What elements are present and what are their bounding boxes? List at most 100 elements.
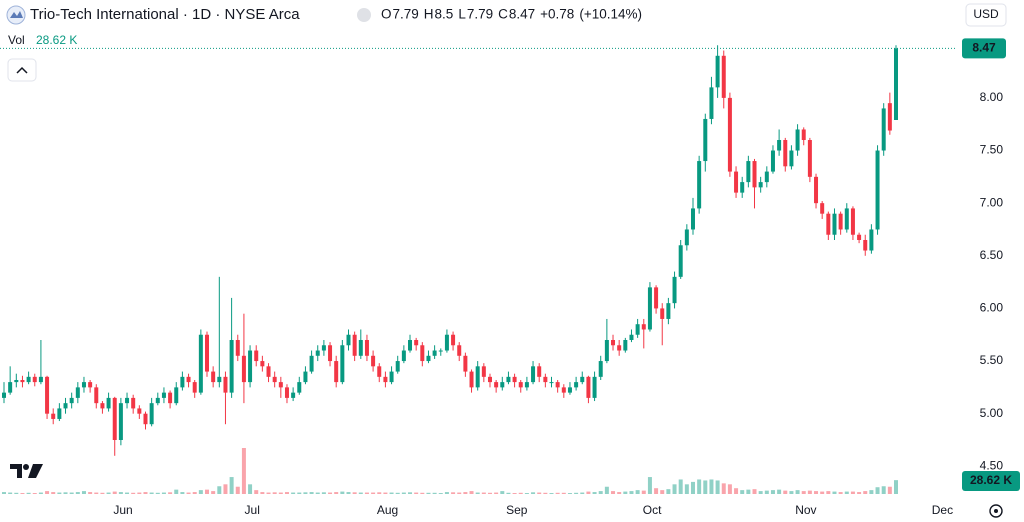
volume-bar <box>291 492 296 494</box>
volume-bar <box>444 492 449 494</box>
volume-bar <box>235 486 240 494</box>
settings-icon[interactable] <box>989 504 1003 518</box>
candle-body <box>512 376 517 383</box>
volume-bar <box>211 491 216 494</box>
volume-bar <box>555 492 560 494</box>
candle-body <box>254 350 259 362</box>
volume-bar <box>777 489 782 494</box>
candle-body <box>672 276 677 304</box>
volume-bar <box>174 489 179 494</box>
volume-bar <box>186 492 191 494</box>
candle-body <box>272 376 277 383</box>
volume-bar <box>340 491 345 494</box>
volume-bar <box>641 490 646 494</box>
candle-body <box>549 382 554 384</box>
volume-bar <box>309 492 314 494</box>
volume-bar <box>57 492 62 494</box>
ohlc-low: 7.79 <box>467 7 493 22</box>
volume-bar <box>512 493 517 494</box>
volume-bar <box>112 491 117 494</box>
volume-bar <box>801 491 806 494</box>
candle-body <box>364 340 369 356</box>
volume-bar <box>764 490 769 494</box>
volume-bar <box>660 490 665 494</box>
volume-bar <box>850 491 855 494</box>
volume-bar <box>789 491 794 494</box>
volume-title: Vol <box>8 33 25 47</box>
candle-body <box>284 387 289 398</box>
candle-body <box>291 392 296 398</box>
volume-bar <box>617 492 622 494</box>
y-tick-label: 6.50 <box>980 248 1004 262</box>
logo-part <box>28 464 43 478</box>
collapse-button[interactable] <box>7 58 37 82</box>
volume-bar <box>481 492 486 494</box>
volume-bar <box>567 493 572 494</box>
volume-bar <box>844 491 849 494</box>
volume-bar <box>88 492 93 494</box>
volume-bar <box>887 486 892 494</box>
candle-body <box>38 376 43 383</box>
volume-bar <box>303 492 308 494</box>
candle-body <box>235 340 240 356</box>
symbol-title[interactable]: Trio-Tech International · 1D · NYSE Arca <box>30 6 300 23</box>
volume-bar <box>463 492 468 494</box>
volume-bar <box>500 491 505 494</box>
volume-bar <box>432 492 437 494</box>
volume-bar <box>100 492 105 494</box>
y-tick-label: 6.00 <box>980 301 1004 315</box>
candle-body <box>500 382 505 388</box>
candle-body <box>125 397 130 404</box>
candle-body <box>531 366 536 383</box>
candle-body <box>611 340 616 346</box>
volume-bar <box>272 492 277 494</box>
volume-bar <box>260 492 265 494</box>
candle-body <box>81 382 86 388</box>
candle-body <box>321 345 326 351</box>
volume-bar <box>857 492 862 494</box>
volume-bar <box>297 492 302 494</box>
x-tick-label: Dec <box>932 503 953 517</box>
candle-body <box>795 129 800 151</box>
currency-button[interactable] <box>965 3 1007 27</box>
volume-bar <box>254 490 259 494</box>
volume-bar <box>352 492 357 494</box>
volume-bar <box>377 492 382 494</box>
candle-body <box>371 355 376 367</box>
volume-bar <box>217 486 222 494</box>
volume-bar <box>863 491 868 494</box>
volume-bar <box>795 490 800 494</box>
candle-body <box>604 340 609 362</box>
candle-body <box>377 366 382 377</box>
volume-bar <box>475 492 480 494</box>
candle-body <box>112 397 117 440</box>
candle-body <box>186 376 191 383</box>
candle-body <box>487 376 492 383</box>
volume-bar <box>629 491 634 494</box>
candle-body <box>32 376 37 383</box>
volume-bar <box>32 493 37 494</box>
y-tick-label: 5.50 <box>980 353 1004 367</box>
candle-body <box>580 376 585 383</box>
candle-body <box>555 382 560 388</box>
volume-bar <box>826 491 831 494</box>
candle-body <box>887 103 892 131</box>
y-tick-label: 7.50 <box>980 143 1004 157</box>
volume-bar <box>51 492 56 494</box>
volume-bar <box>278 492 283 494</box>
candle-body <box>764 171 769 183</box>
volume-bar <box>746 489 751 494</box>
symbol-logo-glyph <box>10 11 23 18</box>
volume-bar <box>38 492 43 494</box>
candle-body <box>709 87 714 119</box>
volume-bar <box>770 490 775 494</box>
candle-body <box>88 382 93 388</box>
volume-bar <box>266 492 271 494</box>
candle-body <box>432 350 437 356</box>
volume-bar <box>420 492 425 494</box>
volume-bar <box>524 493 529 494</box>
tradingview-logo[interactable] <box>10 464 43 478</box>
candle-body <box>752 161 757 188</box>
currency-label[interactable]: USD <box>973 7 999 21</box>
